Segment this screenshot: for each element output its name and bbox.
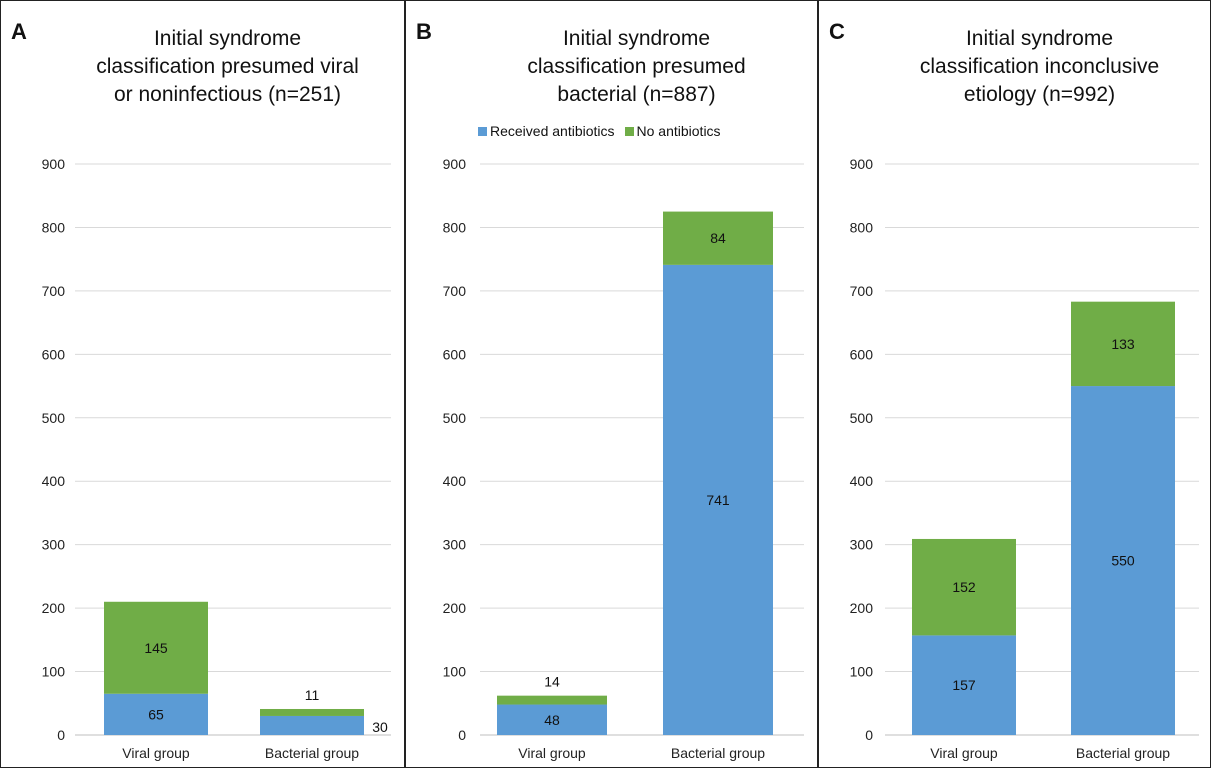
data-label: 48 bbox=[544, 712, 560, 728]
panel-b: B Initial syndrome classification presum… bbox=[405, 0, 818, 768]
y-tick-label: 200 bbox=[443, 600, 467, 616]
bar-segment-received bbox=[497, 704, 607, 735]
title-line: Initial syndrome bbox=[562, 27, 711, 50]
data-label: 741 bbox=[706, 492, 730, 508]
panel-title: Initial syndrome classification presumed… bbox=[61, 25, 394, 109]
bar-segment-received bbox=[912, 635, 1016, 735]
x-tick-label: Viral group bbox=[930, 745, 998, 761]
bar-segment-none bbox=[663, 211, 773, 265]
bar-segment-none bbox=[260, 708, 364, 716]
y-tick-label: 0 bbox=[458, 727, 466, 743]
panel-a: A Initial syndrome classification presum… bbox=[0, 0, 405, 768]
legend-swatch-received bbox=[478, 126, 487, 136]
x-tick-label: Bacterial group bbox=[671, 745, 765, 761]
title-line: classification inconclusive bbox=[919, 55, 1160, 78]
y-tick-label: 600 bbox=[850, 346, 874, 362]
data-label: 84 bbox=[710, 230, 726, 246]
chart-c: 0 100 200 300 400 500 600 700 800 900 157 152 Viral … bbox=[850, 156, 1199, 761]
title-line: or noninfectious (n=251) bbox=[113, 83, 342, 106]
legend-label-none: No antibiotics bbox=[636, 123, 721, 139]
y-tick-label: 400 bbox=[850, 473, 874, 489]
y-tick-label: 300 bbox=[42, 537, 66, 553]
panel-letter: A bbox=[11, 19, 27, 44]
y-tick-label: 100 bbox=[443, 664, 467, 680]
bar-segment-none bbox=[1071, 301, 1175, 387]
y-tick-label: 700 bbox=[443, 283, 467, 299]
y-tick-label: 400 bbox=[443, 473, 467, 489]
y-tick-label: 600 bbox=[42, 346, 66, 362]
y-tick-label: 0 bbox=[57, 727, 65, 743]
x-tick-label: Viral group bbox=[122, 745, 190, 761]
legend: Received antibiotics No antibiotics bbox=[478, 123, 731, 139]
y-tick-label: 300 bbox=[850, 537, 874, 553]
x-tick-label: Bacterial group bbox=[1076, 745, 1170, 761]
data-label: 14 bbox=[544, 674, 560, 690]
y-tick-label: 900 bbox=[850, 156, 874, 172]
data-label: 157 bbox=[952, 677, 976, 693]
bar-segment-received bbox=[663, 264, 773, 735]
y-tick-label: 700 bbox=[42, 283, 66, 299]
y-tick-label: 800 bbox=[850, 219, 874, 235]
y-tick-label: 500 bbox=[443, 410, 467, 426]
data-label: 145 bbox=[144, 640, 168, 656]
legend-item-none: No antibiotics bbox=[624, 123, 721, 139]
bar-segment-received bbox=[104, 693, 208, 735]
legend-label-received: Received antibiotics bbox=[490, 123, 615, 139]
y-tick-label: 500 bbox=[850, 410, 874, 426]
bar-segment-received bbox=[1071, 386, 1175, 735]
bar-segment-received bbox=[260, 715, 364, 735]
legend-swatch-none bbox=[624, 126, 634, 136]
title-line: classification presumed bbox=[527, 55, 746, 78]
x-tick-label: Viral group bbox=[518, 745, 586, 761]
panel-c: C Initial syndrome classification inconc… bbox=[818, 0, 1211, 768]
bar-segment-none bbox=[912, 538, 1016, 636]
data-label: 550 bbox=[1111, 553, 1135, 569]
data-label: 11 bbox=[305, 687, 320, 703]
y-tick-label: 200 bbox=[42, 600, 66, 616]
bar-segment-none bbox=[497, 695, 607, 705]
data-label: 152 bbox=[952, 579, 976, 595]
title-line: Initial syndrome bbox=[153, 27, 302, 50]
chart-a: 0 100 200 300 400 500 600 700 800 900 65 145 Viral g… bbox=[42, 156, 391, 761]
y-tick-label: 300 bbox=[443, 537, 467, 553]
y-tick-label: 100 bbox=[850, 664, 874, 680]
x-tick-label: Bacterial group bbox=[265, 745, 359, 761]
title-line: classification presumed viral bbox=[96, 55, 359, 78]
legend-item-received: Received antibiotics bbox=[478, 123, 615, 139]
y-tick-label: 900 bbox=[443, 156, 467, 172]
panel-title: Initial syndrome classification presumed… bbox=[466, 25, 807, 109]
panel-letter: C bbox=[829, 19, 845, 44]
title-line: etiology (n=992) bbox=[963, 83, 1116, 106]
panel-title: Initial syndrome classification inconclu… bbox=[879, 25, 1200, 109]
y-tick-label: 200 bbox=[850, 600, 874, 616]
data-label: 65 bbox=[148, 706, 164, 722]
y-tick-label: 800 bbox=[443, 219, 467, 235]
y-tick-label: 500 bbox=[42, 410, 66, 426]
y-tick-label: 600 bbox=[443, 346, 467, 362]
chart-b: 0 100 200 300 400 500 600 700 800 900 48 14 Viral gr… bbox=[443, 156, 804, 761]
y-tick-label: 100 bbox=[42, 664, 66, 680]
y-tick-label: 0 bbox=[865, 727, 873, 743]
title-line: Initial syndrome bbox=[965, 27, 1114, 50]
data-label: 30 bbox=[372, 719, 388, 735]
y-tick-label: 400 bbox=[42, 473, 66, 489]
y-tick-label: 800 bbox=[42, 219, 66, 235]
bar-segment-none bbox=[104, 601, 208, 694]
data-label: 133 bbox=[1111, 336, 1135, 352]
y-tick-label: 900 bbox=[42, 156, 66, 172]
y-tick-label: 700 bbox=[850, 283, 874, 299]
title-line: bacterial (n=887) bbox=[557, 83, 716, 106]
panel-letter: B bbox=[416, 19, 432, 44]
